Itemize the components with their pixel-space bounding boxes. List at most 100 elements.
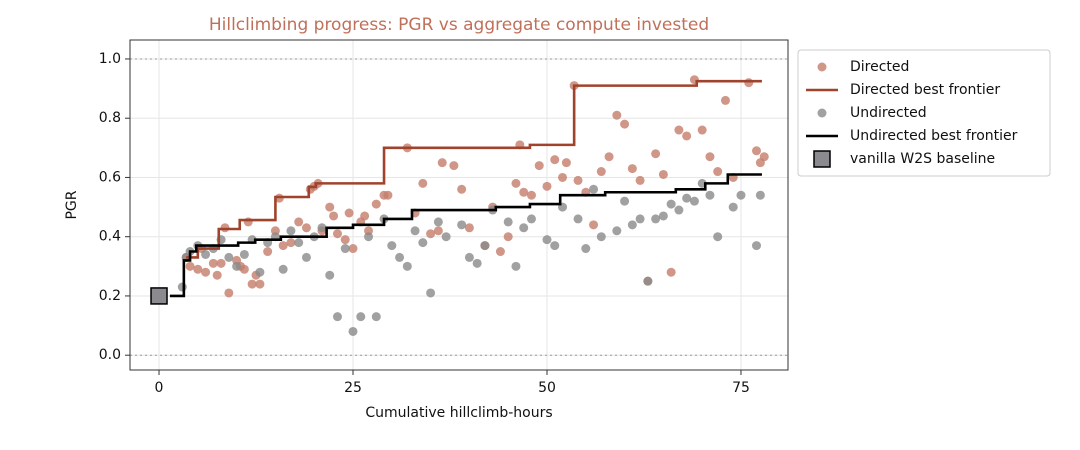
y-tick-label: 1.0 [99,51,121,67]
legend-label: Undirected best frontier [850,128,1018,144]
legend-label: vanilla W2S baseline [850,151,995,167]
data-point [589,220,599,230]
data-point [201,249,211,259]
data-point [371,199,381,209]
data-point [620,196,630,206]
data-point [239,264,249,274]
data-point [682,193,692,203]
legend-marker [817,62,827,72]
data-point [263,247,273,257]
data-point [511,178,521,188]
data-point [604,152,614,162]
plot-area [130,40,788,370]
y-axis-label: PGR [64,190,80,219]
data-point [511,261,521,271]
data-point [589,184,599,194]
data-point [495,247,505,257]
data-point [193,264,203,274]
data-point [433,217,443,227]
data-point [658,169,668,179]
data-point [713,167,723,177]
legend-label: Directed best frontier [850,82,1000,98]
data-point [278,241,288,251]
data-point [457,184,467,194]
data-point [526,190,536,200]
data-point [464,223,474,233]
data-point [325,202,335,212]
data-point [751,241,761,251]
data-point [360,211,370,221]
data-point [208,258,218,268]
data-point [216,258,226,268]
data-point [674,125,684,135]
data-point [472,258,482,268]
y-tick-label: 0.6 [99,169,121,185]
data-point [177,282,187,292]
plot-frame [129,39,789,371]
frontier-line [169,173,762,298]
data-point [243,217,253,227]
y-tick-label: 0.0 [99,347,121,363]
data-point [356,312,366,322]
data-point [418,178,428,188]
data-point [232,261,242,271]
data-point [550,241,560,251]
data-point [348,326,358,336]
data-point [402,261,412,271]
data-point [697,125,707,135]
baseline-marker [150,287,168,305]
data-point [503,232,513,242]
data-point [332,312,342,322]
data-point [294,217,304,227]
data-point [627,220,637,230]
data-point [212,270,222,280]
data-point [201,267,211,277]
data-point [596,232,606,242]
data-point [542,181,552,191]
data-point [441,232,451,242]
data-point [301,223,311,233]
data-point [682,131,692,141]
data-point [651,149,661,159]
data-point [185,261,195,271]
data-point [534,161,544,171]
data-point [658,211,668,221]
data-point [689,196,699,206]
data-point [418,238,428,248]
data-point [519,187,529,197]
data-point [383,190,393,200]
data-point [480,241,490,251]
data-point [759,152,769,162]
data-point [348,244,358,254]
data-point [325,270,335,280]
data-point [457,220,467,230]
data-point [612,226,622,236]
data-point [247,279,257,289]
data-point [651,214,661,224]
data-point [364,232,374,242]
data-point [437,158,447,168]
data-point [449,161,459,171]
data-point [294,238,304,248]
data-point [332,229,342,239]
x-tick-label: 0 [155,380,164,396]
data-point [736,190,746,200]
y-tick-label: 0.4 [99,229,121,245]
data-point [464,252,474,262]
data-point [426,229,436,239]
data-point [519,223,529,233]
data-point [301,252,311,262]
y-tick-label: 0.2 [99,288,121,304]
data-point [317,223,327,233]
data-point [635,214,645,224]
data-point [751,146,761,156]
data-point [612,110,622,120]
data-point [635,175,645,185]
data-point [395,252,405,262]
data-point [674,205,684,215]
data-point [239,249,249,259]
data-point [627,164,637,174]
data-point [643,276,653,286]
data-point [329,211,339,221]
data-point [666,199,676,209]
